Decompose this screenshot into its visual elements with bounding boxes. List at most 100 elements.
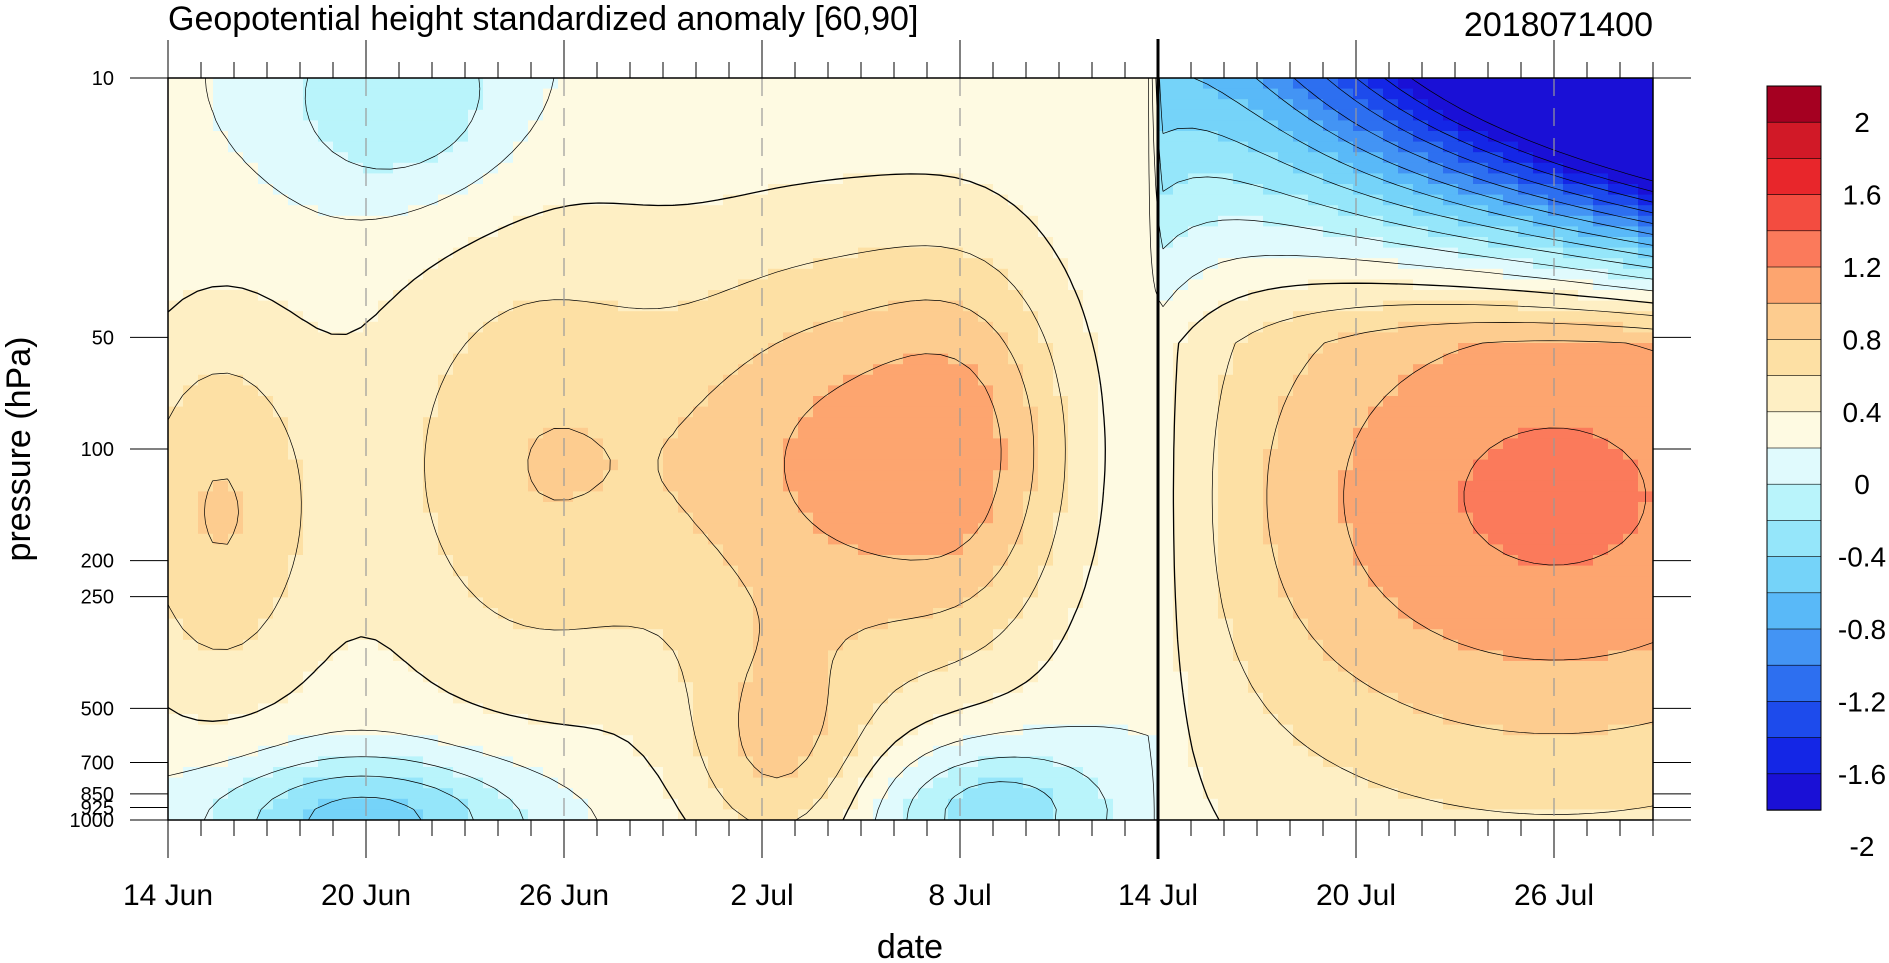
field-cell (393, 565, 409, 577)
field-cell (498, 226, 514, 238)
field-cell (738, 321, 754, 334)
field-cell (768, 78, 784, 90)
field-cell (738, 438, 754, 450)
field-cell (918, 152, 934, 164)
field-cell (618, 438, 634, 450)
field-cell (183, 258, 199, 270)
field-cell (888, 215, 904, 228)
field-cell (1143, 311, 1159, 323)
field-cell (1158, 756, 1174, 768)
field-cell (1038, 215, 1054, 228)
field-cell (993, 173, 1009, 185)
field-cell (1188, 565, 1204, 577)
field-cell (543, 756, 559, 768)
field-cell (903, 279, 919, 291)
field-cell (1218, 470, 1234, 482)
field-cell (273, 480, 289, 493)
field-cell (288, 406, 304, 418)
field-cell (1233, 279, 1249, 291)
field-cell (708, 470, 724, 482)
field-cell (903, 555, 919, 567)
field-cell (1233, 131, 1249, 143)
field-cell (528, 639, 544, 652)
field-cell (948, 205, 964, 217)
field-cell (798, 502, 814, 514)
field-cell (183, 120, 199, 132)
field-cell (738, 247, 754, 259)
field-cell (318, 692, 334, 705)
field-cell (903, 417, 919, 429)
field-cell (378, 438, 394, 450)
field-cell (858, 417, 874, 429)
field-cell (363, 141, 379, 153)
field-cell (1128, 141, 1144, 153)
field-cell (978, 427, 994, 440)
field-cell (1068, 650, 1084, 662)
field-cell (378, 618, 394, 630)
field-cell (918, 226, 934, 238)
field-cell (783, 343, 799, 355)
field-cell (783, 194, 799, 206)
field-cell (378, 427, 394, 440)
field-cell (798, 777, 814, 789)
field-cell (453, 417, 469, 429)
field-cell (873, 258, 889, 270)
field-cell (1233, 205, 1249, 217)
field-cell (768, 777, 784, 789)
field-cell (903, 618, 919, 630)
field-cell (348, 311, 364, 323)
field-cell (1083, 152, 1099, 164)
field-cell (1083, 650, 1099, 662)
field-cell (483, 290, 499, 302)
field-cell (708, 502, 724, 514)
field-cell (888, 332, 904, 344)
field-cell (858, 268, 874, 281)
field-cell (528, 247, 544, 259)
field-cell (618, 555, 634, 567)
field-cell (738, 639, 754, 652)
field-cell (933, 99, 949, 111)
field-cell (888, 385, 904, 397)
field-cell (963, 798, 979, 811)
field-cell (1008, 629, 1024, 641)
field-cell (1083, 215, 1099, 228)
field-cell (903, 809, 919, 820)
field-cell (1113, 735, 1129, 747)
field-cell (693, 311, 709, 323)
field-cell (393, 321, 409, 334)
field-cell (678, 131, 694, 143)
field-cell (843, 777, 859, 789)
field-cell (1113, 470, 1129, 482)
field-cell (843, 374, 859, 387)
field-cell (888, 141, 904, 153)
field-cell (933, 798, 949, 811)
field-cell (333, 767, 349, 779)
field-cell (918, 374, 934, 387)
field-cell (258, 809, 274, 820)
field-cell (903, 215, 919, 228)
field-cell (708, 714, 724, 726)
field-cell (768, 88, 784, 100)
field-cell (258, 586, 274, 599)
field-cell (858, 332, 874, 344)
field-cell (198, 237, 214, 249)
field-cell (438, 767, 454, 779)
field-cell (1218, 650, 1234, 662)
field-cell (693, 184, 709, 196)
field-cell (723, 671, 739, 683)
field-cell (348, 756, 364, 768)
field-cell (453, 385, 469, 397)
field-cell (693, 767, 709, 779)
field-cell (543, 661, 559, 673)
field-cell (1023, 374, 1039, 387)
field-cell (543, 120, 559, 132)
field-cell (738, 788, 754, 800)
field-cell (1098, 788, 1114, 800)
field-cell (453, 767, 469, 779)
field-cell (273, 714, 289, 726)
field-cell (1053, 533, 1069, 546)
field-cell (423, 396, 439, 408)
field-cell (963, 523, 979, 535)
field-cell (1218, 321, 1234, 334)
field-cell (723, 120, 739, 132)
